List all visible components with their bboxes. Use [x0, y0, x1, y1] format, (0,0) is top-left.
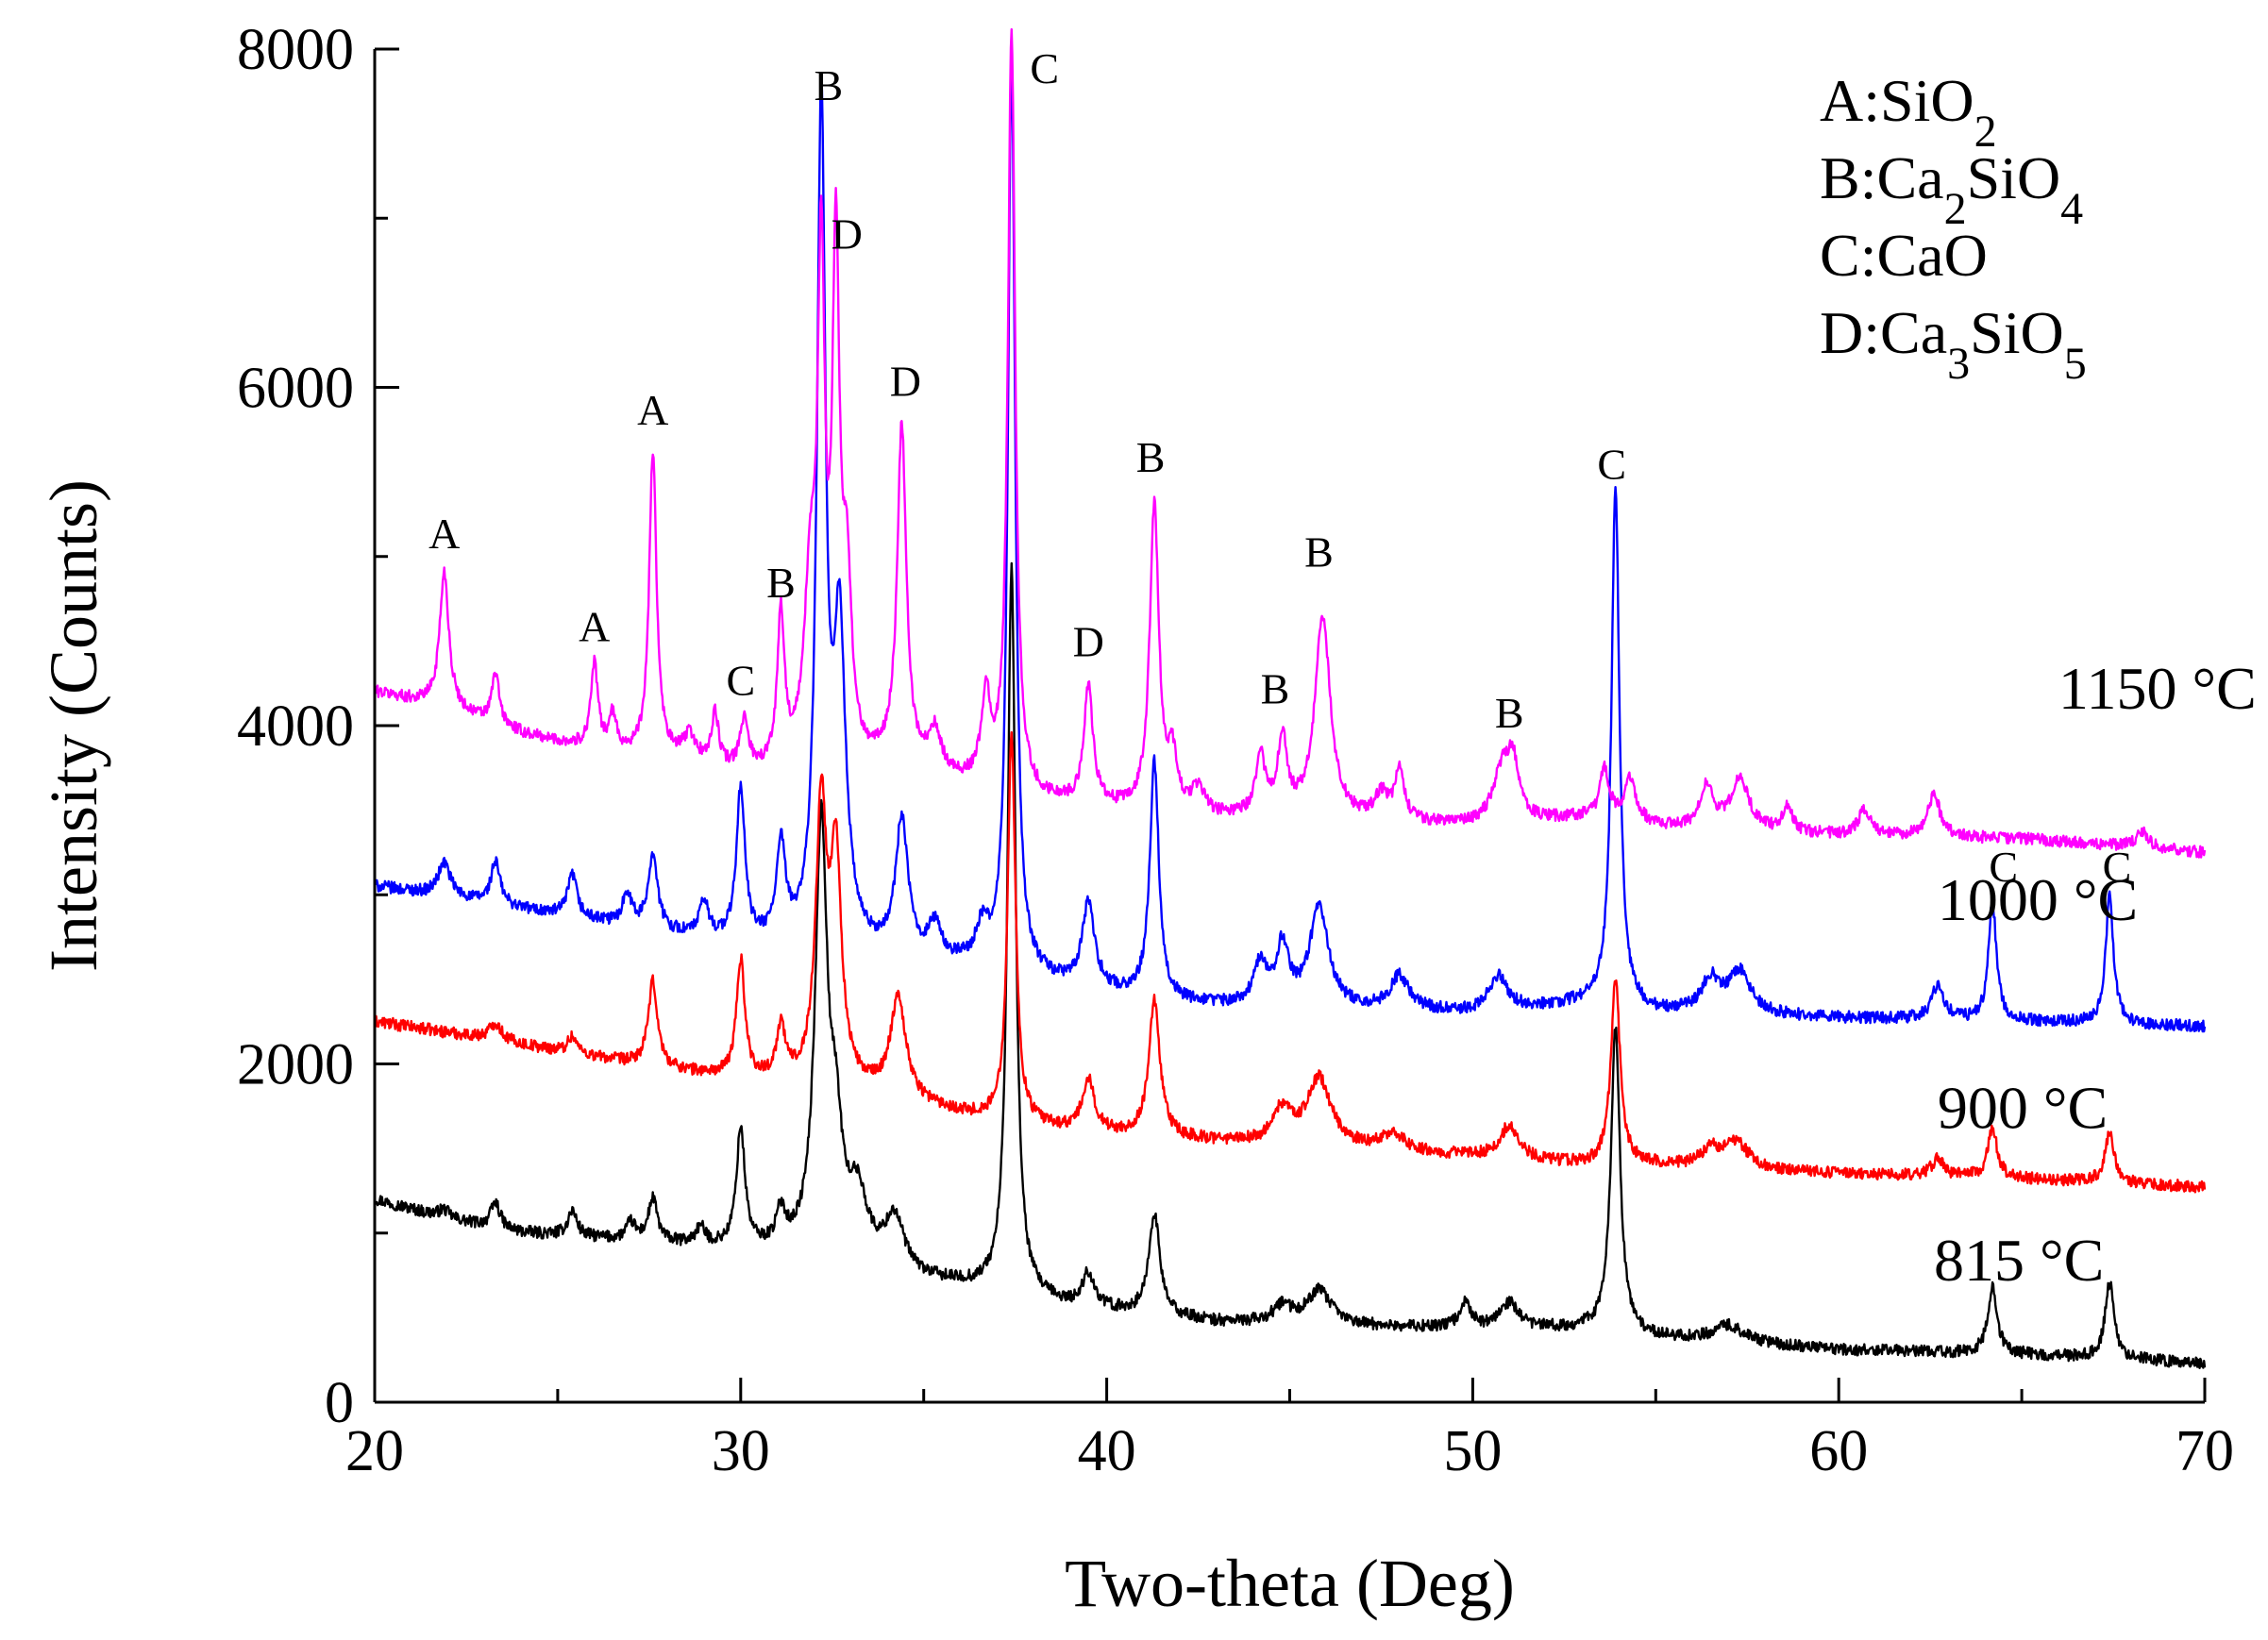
peak-label-d: D [890, 357, 921, 405]
legend-entry: D:Ca3SiO5 [1820, 299, 2087, 389]
temperature-label: 900 °C [1938, 1075, 2108, 1142]
x-tick-label: 20 [345, 1419, 404, 1483]
peak-label-a: A [428, 510, 460, 558]
axes-group: 20 30 40 50 60 70 0 2000 4000 6000 8000 Two-theta (… [36, 18, 2234, 1621]
peak-label-c: C [1989, 843, 2018, 891]
peak-label-a: A [579, 602, 610, 650]
x-tick-label: 50 [1443, 1419, 1502, 1483]
temperature-label: 1150 °C [2058, 655, 2257, 722]
peak-label-b: B [1304, 528, 1334, 577]
legend-entry: B:Ca2SiO4 [1820, 144, 2083, 234]
series-line [373, 561, 2207, 1369]
x-tick-label: 30 [712, 1419, 770, 1483]
peak-label-c: C [2103, 843, 2132, 891]
peak-label-b: B [1136, 433, 1166, 481]
legend-entry: C:CaO [1820, 222, 1988, 289]
peak-label-b: B [815, 61, 844, 109]
y-tick-label: 2000 [237, 1033, 354, 1097]
labels-group: A A A C B B D D C D B B B B C C C 1150 °C 1000 °C 900 °C 815… [428, 44, 2257, 1294]
legend-entry: A:SiO2 [1820, 67, 1997, 157]
peak-label-c: C [1597, 440, 1626, 488]
peak-label-b: B [1261, 665, 1290, 713]
plot-series-group [373, 27, 2207, 1369]
y-tick-label: 6000 [237, 357, 354, 421]
peak-label-b: B [766, 559, 796, 607]
series-line [373, 27, 2207, 859]
y-tick-label: 0 [325, 1371, 354, 1435]
y-tick-label: 4000 [237, 694, 354, 759]
peak-label-a: A [637, 386, 668, 434]
peak-label-b: B [1495, 689, 1524, 737]
temperature-label: 1000 °C [1938, 866, 2138, 933]
x-axis-title: Two-theta (Deg) [1065, 1546, 1515, 1621]
peak-label-c: C [1030, 44, 1059, 92]
x-tick-label: 60 [1809, 1419, 1868, 1483]
x-tick-label: 40 [1078, 1419, 1136, 1483]
x-tick-label: 70 [2176, 1419, 2234, 1483]
temperature-label: 815 °C [1934, 1227, 2104, 1294]
series-line [373, 54, 2207, 1033]
peak-label-d: D [1073, 618, 1104, 666]
peak-label-d: D [832, 210, 863, 259]
peak-label-c: C [726, 657, 755, 705]
y-axis-title: Intensity (Counts) [36, 479, 111, 972]
series-line [373, 730, 2207, 1194]
y-tick-label: 8000 [237, 18, 354, 82]
